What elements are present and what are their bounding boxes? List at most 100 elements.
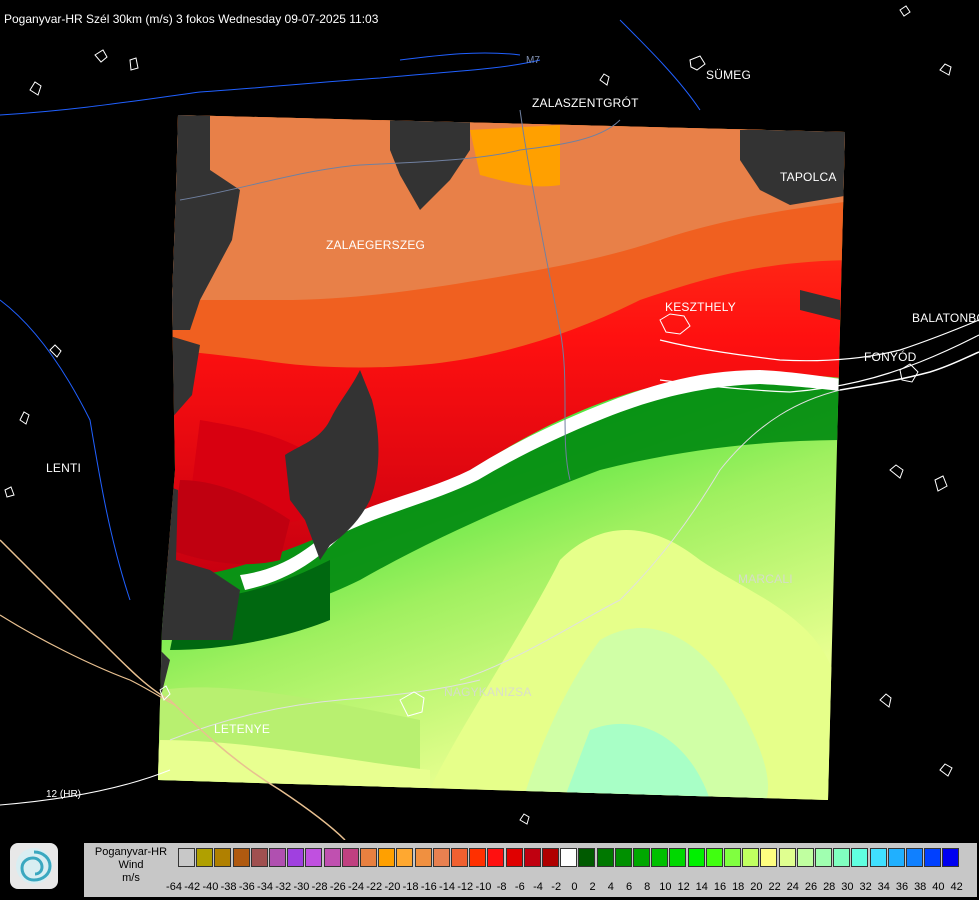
radar-map[interactable] (0, 0, 979, 840)
legend-swatch (924, 848, 942, 867)
legend-tick-label: 20 (750, 881, 763, 893)
legend-swatch (760, 848, 778, 867)
river-north (619, 19, 701, 111)
legend-swatch (651, 848, 669, 867)
legend-swatch (396, 848, 414, 867)
legend-tick-label: 6 (625, 881, 633, 893)
app-logo[interactable] (10, 843, 58, 889)
legend-swatch (432, 848, 450, 867)
legend-tick-label: 42 (950, 881, 963, 893)
legend-tick-label: -8 (496, 881, 507, 893)
legend-tick-label: 2 (589, 881, 596, 893)
legend-tick-label: -32 (275, 881, 292, 893)
legend: Poganyvar-HR Wind m/s -64 -42 -40 -38 -36 -34… (84, 843, 977, 897)
legend-swatch (305, 848, 323, 867)
legend-name-line2: Wind (118, 859, 144, 871)
legend-swatch (742, 848, 760, 867)
legend-tick-label: 18 (732, 881, 745, 893)
legend-swatch (487, 848, 505, 867)
border-line (0, 539, 346, 840)
legend-tick-label: -42 (184, 881, 201, 893)
border-line-2 (0, 614, 176, 706)
legend-tick-label: 14 (695, 881, 708, 893)
legend-tick-label: -6 (514, 881, 525, 893)
legend-tick-label: -24 (348, 881, 364, 893)
road-label-m7: M7 (526, 55, 540, 66)
legend-swatch (578, 848, 596, 867)
radar-scan (158, 115, 845, 800)
legend-swatch (542, 848, 559, 867)
legend-tick-label: -40 (202, 881, 219, 893)
river-zala (0, 59, 541, 116)
legend-swatch (815, 848, 832, 867)
road-label-12-hr: 12 (HR) (46, 789, 82, 800)
legend-tick-label: 32 (859, 881, 872, 893)
legend-tick-label: -34 (257, 881, 273, 893)
legend-swatch (469, 848, 487, 867)
legend-tick-label: -4 (533, 881, 543, 893)
legend-swatch (523, 848, 541, 867)
city-label-zalaszentgrot: ZALASZENTGRÓT (532, 96, 639, 110)
legend-tick-label: 4 (607, 881, 614, 893)
legend-swatch (705, 848, 723, 867)
settlements (4, 5, 953, 825)
lake-outline (659, 319, 979, 362)
city-label-zalaegerszeg: ZALAEGERSZEG (326, 238, 426, 252)
legend-swatch (833, 848, 851, 867)
legend-tick-label: 28 (823, 881, 836, 893)
road-12-hr (0, 769, 171, 806)
legend-tick-label: -36 (238, 881, 255, 893)
legend-swatch (323, 848, 341, 867)
legend-swatch (869, 848, 887, 867)
city-label-marcali: MARCALI (738, 572, 793, 586)
legend-tick-label: -20 (384, 881, 401, 893)
city-label-keszthely: KESZTHELY (665, 300, 736, 314)
legend-tick-label: 12 (677, 881, 690, 893)
legend-tick-label: -26 (329, 881, 346, 893)
road-m7-east (459, 389, 841, 681)
legend-swatch (250, 848, 268, 867)
legend-swatch (796, 848, 814, 867)
legend-tick-label: -12 (457, 881, 474, 893)
city-label-letenye: LETENYE (214, 722, 271, 736)
road-north (179, 119, 621, 201)
legend-swatch (214, 848, 232, 867)
city-label-tapolca: TAPOLCA (780, 170, 837, 184)
legend-swatch (614, 848, 632, 867)
legend-tick-label: -64 (166, 881, 182, 893)
road-m7-west (169, 679, 481, 741)
legend-swatch (906, 848, 923, 867)
legend-swatch (232, 848, 250, 867)
legend-tick-label: 10 (659, 881, 672, 893)
legend-tick-label: -2 (551, 881, 562, 893)
legend-swatch (451, 848, 468, 867)
city-label-fonyod: FONYÓD (864, 350, 917, 364)
legend-tick-label: -18 (402, 881, 419, 893)
legend-tick-label: 36 (895, 881, 909, 893)
legend-tick-label: 38 (914, 881, 927, 893)
legend-title: Poganyvar-HR Wind m/s (84, 843, 178, 897)
river-mura (0, 299, 131, 601)
legend-swatch (669, 848, 687, 867)
legend-unit: m/s (122, 872, 140, 884)
legend-tick-label: -22 (366, 881, 383, 893)
legend-name-line1: Poganyvar-HR (94, 846, 168, 858)
legend-tick-label: -28 (311, 881, 328, 893)
legend-swatch (269, 848, 286, 867)
river-zala-upper (399, 52, 521, 61)
legend-tick-label: -30 (293, 881, 310, 893)
legend-swatch (505, 848, 523, 867)
map-title: Poganyvar-HR Szél 30km (m/s) 3 fokos Wed… (4, 12, 379, 26)
legend-tick-label: 24 (786, 881, 799, 893)
legend-tick-label: 0 (571, 881, 578, 893)
lake-shore (659, 334, 979, 393)
road-m7-balaton (839, 351, 979, 391)
city-label-balatonboglar: BALATONBO (912, 311, 979, 325)
legend-swatch (887, 848, 905, 867)
legend-swatch (287, 848, 305, 867)
legend-tick-label: 26 (804, 881, 818, 893)
legend-swatch (360, 848, 377, 867)
legend-swatch (942, 848, 960, 867)
legend-swatch (633, 848, 650, 867)
legend-tick-label: -38 (220, 881, 237, 893)
